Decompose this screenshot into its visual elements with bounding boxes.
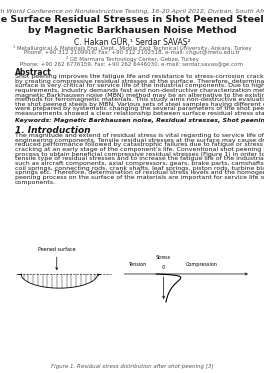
Text: Figure 1. Residual stress distribution after shot peening [3]: Figure 1. Residual stress distribution a… [51, 364, 213, 369]
Text: 1. Introduction: 1. Introduction [15, 126, 90, 135]
Text: the shot peened steels by MBN. Various sets of steel samples having different co: the shot peened steels by MBN. Various s… [15, 102, 264, 107]
Text: methods for ferromagnetic materials. This study aims non-destructive evaluation : methods for ferromagnetic materials. Thi… [15, 97, 264, 102]
Text: peening process on the surface of the materials are important for service life o: peening process on the surface of the ma… [15, 175, 264, 180]
Text: such as aircraft components, axial compressors, gears, brake parts, camshafts, c: such as aircraft components, axial compr… [15, 161, 264, 166]
Text: Keywords: Magnetic Barkhausen noise, Residual stresses, Shot peening: Keywords: Magnetic Barkhausen noise, Res… [15, 118, 264, 123]
Text: measurements showed a clear relationship between surface residual stress state a: measurements showed a clear relationship… [15, 111, 264, 116]
Text: tensile type of residual stresses and to increase the fatigue life of the indust: tensile type of residual stresses and to… [15, 156, 264, 161]
Text: 0: 0 [162, 265, 165, 270]
Text: Peened surface: Peened surface [38, 247, 76, 270]
Text: by creating compressive residual stresses at the surface. Therefore, determinati: by creating compressive residual stresse… [15, 79, 264, 84]
Text: magnetic Barkhausen noise (MBN) method may be an alternative to the existing res: magnetic Barkhausen noise (MBN) method m… [15, 93, 264, 97]
Text: Shot peening improves the fatigue life and resistance to stress-corrosion cracki: Shot peening improves the fatigue life a… [15, 74, 264, 79]
Text: ¹ Metallurgical & Materials Eng. Dept., Middle East Technical University, Ankara: ¹ Metallurgical & Materials Eng. Dept., … [13, 45, 251, 51]
Text: Compression: Compression [186, 261, 218, 266]
Text: process to obtain beneficial compressive residual stresses (Figure 1) in order t: process to obtain beneficial compressive… [15, 151, 264, 157]
Text: The magnitude and extend of residual stress is vital regarding to service life o: The magnitude and extend of residual str… [15, 133, 264, 138]
Text: components.: components. [15, 179, 55, 185]
Text: coil springs, connecting rods, crank shafts, leaf springs, piston rods, turbine : coil springs, connecting rods, crank sha… [15, 166, 264, 170]
Text: cracking at an early stage of the component’s life. Conventional shot peening is: cracking at an early stage of the compon… [15, 147, 264, 152]
Text: reduced performance followed by catastrophic failures due to fatigue or stress c: reduced performance followed by catastro… [15, 142, 264, 147]
Text: Phone: +90 262 6776159, Fax: +90 262 6446030, e-mail: serdar.savas@ge.com: Phone: +90 262 6776159, Fax: +90 262 644… [21, 62, 243, 66]
Text: were prepared by systematic changing the several parameters of the shot peening : were prepared by systematic changing the… [15, 106, 264, 112]
Text: engineering components. Tensile residual stresses at the surface may cause drast: engineering components. Tensile residual… [15, 138, 264, 142]
Text: Tension: Tension [128, 261, 147, 266]
Text: requirements, industry demands fast and non-destructive characterization methods: requirements, industry demands fast and … [15, 88, 264, 93]
Text: Abstract: Abstract [15, 68, 51, 77]
Text: surface is very critical for service life of the industrial components. Due to h: surface is very critical for service lif… [15, 83, 264, 88]
Text: ² GE Marmara Technology Center, Gebze, Turkey: ² GE Marmara Technology Center, Gebze, T… [65, 56, 199, 62]
Text: Measuring the Surface Residual Stresses in Shot Peened Steel Components: Measuring the Surface Residual Stresses … [0, 15, 264, 24]
Text: Phone: +90 312 2109916, Fax: +90 312 2102518, e-mail: chgur@metu.edu.tr: Phone: +90 312 2109916, Fax: +90 312 210… [24, 50, 240, 55]
Text: C. Hakan GÜR,¹ Serdar SAVAŞ²: C. Hakan GÜR,¹ Serdar SAVAŞ² [74, 37, 190, 47]
Text: springs etc. Therefore, determination of residual stress levels and the homogene: springs etc. Therefore, determination of… [15, 170, 264, 175]
Text: 18th World Conference on Nondestructive Testing, 16-20 April 2012, Durban, South: 18th World Conference on Nondestructive … [0, 9, 264, 13]
Text: by Magnetic Barkhausen Noise Method: by Magnetic Barkhausen Noise Method [28, 26, 236, 35]
Text: Stress: Stress [156, 255, 171, 260]
